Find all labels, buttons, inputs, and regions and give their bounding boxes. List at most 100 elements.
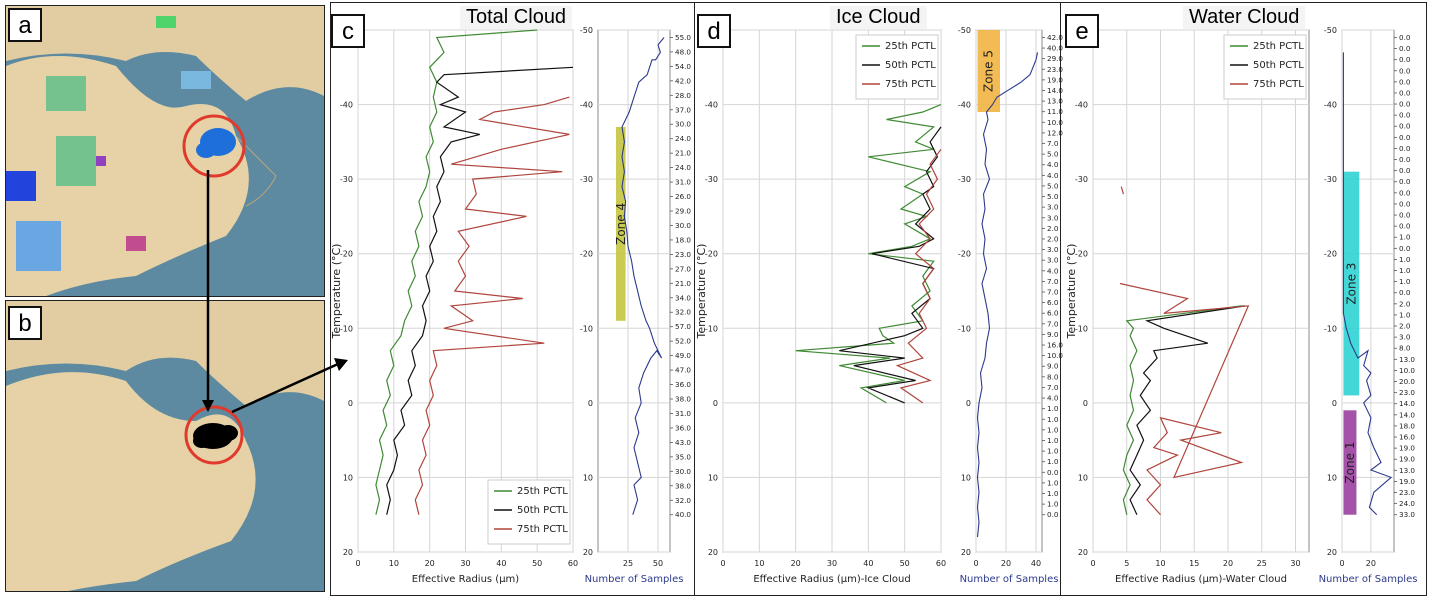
right-count-label: 6.0 [1047, 298, 1059, 307]
y-axis-label: Temperature (°C) [1065, 244, 1078, 340]
y-tick-label: -10 [340, 324, 353, 333]
map-a-svg [6, 6, 324, 296]
x-tick-label: 20 [425, 559, 435, 568]
map-b-svg [6, 301, 324, 591]
zone-label: Zone 5 [982, 50, 996, 92]
y-tick-label: -20 [340, 250, 353, 259]
zone-band-zone-4 [616, 126, 626, 321]
right-count-label: 36.0 [675, 380, 691, 389]
right-count-label: 0.0 [1399, 55, 1411, 64]
samples-y-tick-label: -20 [1324, 250, 1337, 259]
right-count-label: 55.0 [675, 33, 691, 42]
right-count-label: 24.0 [1399, 499, 1415, 508]
y-tick-label: 10 [1078, 473, 1088, 482]
legend-label: 50th PCTL [1253, 60, 1304, 71]
samples-y-tick-label: 0 [588, 399, 593, 408]
right-count-label: 4.0 [1047, 160, 1059, 169]
samples-y-tick-label: -20 [580, 250, 593, 259]
samples-y-tick-label: -10 [958, 324, 971, 333]
x-tick-label: 40 [496, 559, 506, 568]
chart-title-e: Water Cloud [1183, 6, 1306, 29]
right-count-label: 31.0 [675, 178, 691, 187]
right-count-label: 0.0 [1399, 177, 1411, 186]
right-count-label: 38.0 [675, 481, 691, 490]
right-count-label: 18.0 [1399, 421, 1415, 430]
samples-y-tick-label: 0 [1332, 399, 1337, 408]
right-count-label: 5.0 [1047, 181, 1059, 190]
right-count-label: 0.0 [1399, 66, 1411, 75]
x-tick-label: 0 [1090, 559, 1095, 568]
right-count-label: 26.0 [675, 192, 691, 201]
right-count-label: 31.0 [675, 409, 691, 418]
right-count-label: 12.0 [1047, 128, 1063, 137]
right-count-label: 23.0 [1047, 65, 1063, 74]
right-count-label: 30.0 [675, 120, 691, 129]
right-count-label: 0.0 [1399, 199, 1411, 208]
panel-letter-b: b [8, 306, 42, 340]
chart-e: 0 5 10 15 20 25 30 -50 -40 -30 -20 -10 0 10 20 Effectiv… [1065, 26, 1417, 585]
x-axis-label: Effective Radius (µm)-Water Cloud [1115, 574, 1287, 585]
x-tick-label: 10 [1155, 559, 1165, 568]
samples-y-tick-label: -50 [1324, 26, 1337, 35]
samples-y-tick-label: -40 [958, 101, 971, 110]
right-count-label: 1.0 [1399, 233, 1411, 242]
x-axis-label: Effective Radius (µm)-Ice Cloud [753, 574, 910, 585]
samples-x-axis-label: Number of Samples [585, 574, 684, 585]
legend-label: 25th PCTL [517, 486, 568, 497]
right-count-label: 10.0 [1399, 366, 1415, 375]
samples-y-tick-label: -50 [580, 26, 593, 35]
right-count-label: 16.0 [1047, 341, 1063, 350]
right-count-label: 0.0 [1399, 144, 1411, 153]
chart-title-c: Total Cloud [460, 6, 573, 29]
right-count-label: 13.0 [1399, 466, 1415, 475]
x-tick-label: 40 [863, 559, 873, 568]
right-count-label: 7.0 [1047, 383, 1059, 392]
y-tick-label: -40 [1075, 101, 1088, 110]
y-tick-label: 0 [348, 399, 353, 408]
right-count-label: 4.0 [1047, 266, 1059, 275]
right-count-label: 48.0 [675, 47, 691, 56]
right-count-label: 0.0 [1399, 222, 1411, 231]
y-tick-label: -10 [1075, 324, 1088, 333]
arrow-b-to-c [231, 362, 339, 414]
right-count-label: 1.0 [1399, 277, 1411, 286]
samples-x-axis-label: Number of Samples [960, 574, 1059, 585]
x-tick-label: 50 [532, 559, 542, 568]
right-count-label: 11.0 [1047, 107, 1063, 116]
right-count-label: 54.0 [675, 62, 691, 71]
samples-x-tick-label: 20 [1366, 559, 1376, 568]
right-count-label: 3.0 [1047, 245, 1059, 254]
right-count-label: 24.0 [675, 163, 691, 172]
right-count-label: 0.0 [1047, 468, 1059, 477]
series-line-25th-pctl [1122, 305, 1242, 515]
series-line-75th-pctl [414, 96, 570, 515]
samples-plot-area-c [597, 29, 671, 553]
y-tick-label: 10 [343, 473, 353, 482]
x-tick-label: 60 [568, 559, 578, 568]
samples-y-tick-label: -10 [580, 324, 593, 333]
x-tick-label: 5 [1124, 559, 1129, 568]
samples-y-tick-label: 0 [966, 399, 971, 408]
right-count-label: 19.0 [1047, 75, 1063, 84]
samples-y-tick-label: 20 [1327, 548, 1337, 557]
right-count-label: 42.0 [675, 76, 691, 85]
legend-label: 75th PCTL [1253, 79, 1304, 90]
right-count-label: 42.0 [1047, 33, 1063, 42]
right-count-label: 30.0 [675, 467, 691, 476]
right-count-label: 3.0 [1047, 256, 1059, 265]
x-tick-label: 10 [389, 559, 399, 568]
y-tick-label: -30 [340, 175, 353, 184]
right-count-label: 0.0 [1399, 211, 1411, 220]
samples-line-d [976, 52, 1039, 538]
x-tick-label: 30 [460, 559, 470, 568]
right-count-label: 21.0 [675, 279, 691, 288]
right-count-label: 0.0 [1399, 122, 1411, 131]
right-count-label: 28.0 [675, 91, 691, 100]
panel-letter-a: a [8, 8, 42, 42]
samples-x-tick-label: 0 [973, 559, 978, 568]
right-count-label: 38.0 [675, 395, 691, 404]
x-tick-label: 0 [355, 559, 360, 568]
y-tick-label: 0 [1083, 399, 1088, 408]
land-mass [6, 56, 249, 296]
right-count-label: 7.0 [1047, 287, 1059, 296]
